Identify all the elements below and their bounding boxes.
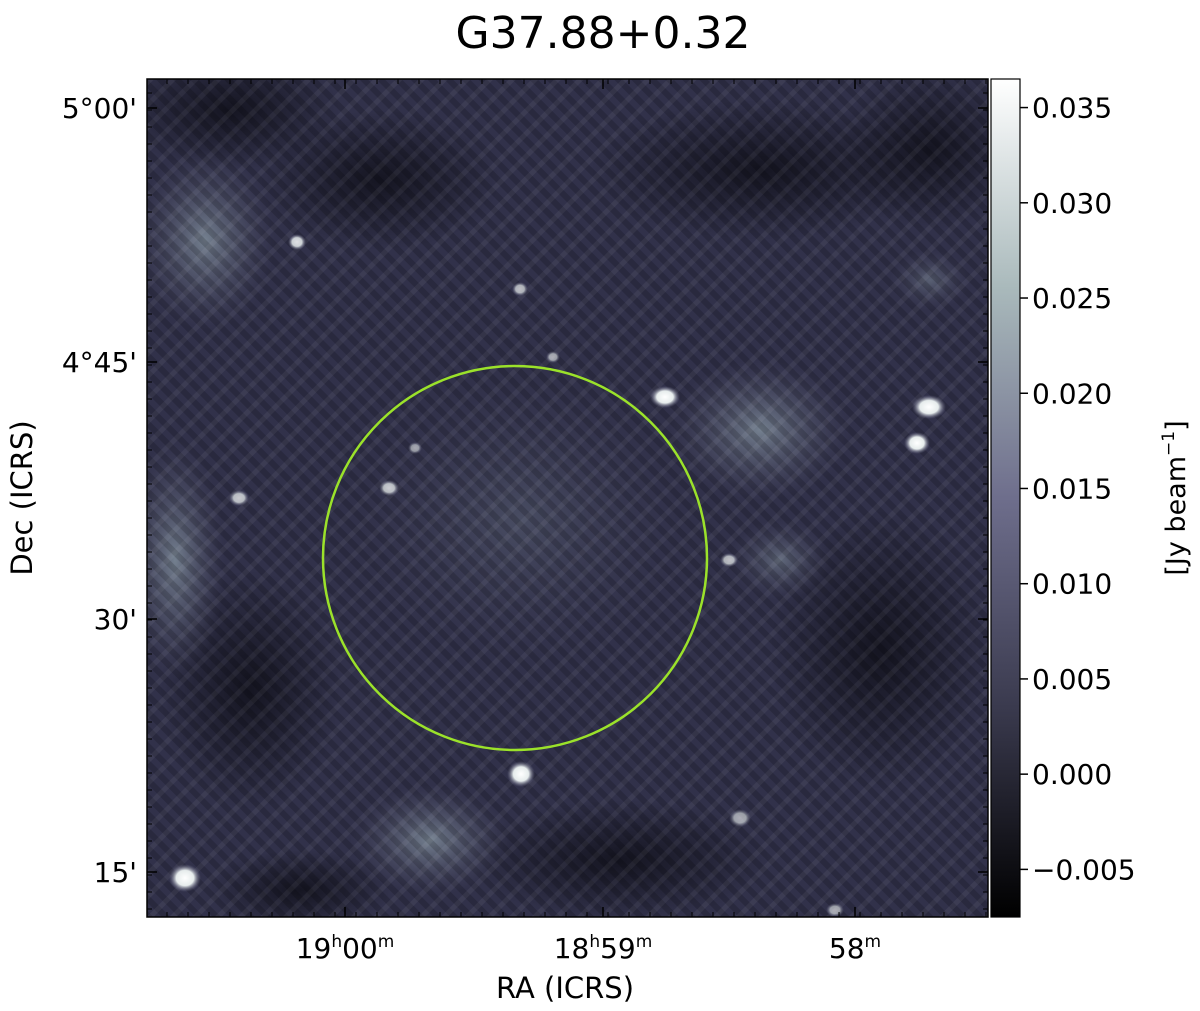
point-source [904,432,930,454]
point-source [720,553,738,567]
colorbar-tick-label: 0.005 [1032,663,1112,696]
x-tick-label-sup: m [378,932,395,952]
colorbar-label-sup: −1 [1159,431,1179,456]
point-source [288,234,306,250]
x-tick-label-main: 19 [296,932,332,965]
point-source [912,395,946,419]
colorbar-tick-label: 0.000 [1032,758,1112,791]
stripe-texture [147,79,988,917]
colorbar-ticks: 0.035 0.030 0.025 0.020 0.015 0.010 0.005 0.000… [1020,92,1136,886]
x-tick-label-main: 18 [554,932,590,965]
y-tick-label: 4°45' [62,346,137,379]
point-source [512,282,528,296]
point-source [408,442,422,454]
y-tick-label: 5°00' [62,92,137,125]
x-axis: 19h00m 18h59m 58m [166,79,987,965]
colorbar-tick-label: 0.010 [1032,568,1112,601]
x-tick-label: 19h00m [296,932,395,965]
colorbar-label: [Jy beam−1] [1159,420,1192,575]
point-source [826,903,844,917]
point-source [729,809,751,827]
x-tick-label-sup: m [865,932,882,952]
y-axis-label: Dec (ICRS) [5,420,39,575]
x-tick-label-sup: h [331,932,342,952]
x-axis-label: RA (ICRS) [496,971,634,1005]
colorbar-tick-label: 0.020 [1032,377,1112,410]
colorbar-label-close: ] [1161,420,1192,431]
x-tick-label-sup: m [636,932,653,952]
x-tick-label-main: 58 [829,932,865,965]
point-source [546,351,560,363]
colorbar [990,78,1021,918]
colorbar-tick-label: −0.005 [1032,853,1136,886]
point-source [229,490,249,506]
point-sources [169,234,946,917]
colorbar-tick-label: 0.015 [1032,472,1112,505]
point-source [507,761,535,787]
colorbar-label-main: [Jy beam [1161,456,1192,576]
x-tick-label-main: 59 [600,932,636,965]
colorbar-tick-label: 0.035 [1032,92,1112,125]
y-axis: 5°00' 4°45' 30' 15' [62,92,988,910]
point-source [379,480,399,496]
x-tick-label: 18h59m [554,932,653,965]
point-source [169,864,201,892]
x-tick-label-main: 00 [342,932,378,965]
image-frame [146,78,989,918]
y-tick-label: 15' [94,856,137,889]
colorbar-tick-label: 0.025 [1032,282,1112,315]
x-tick-label-sup: h [589,932,600,952]
y-tick-label: 30' [94,603,137,636]
region-circle [321,364,709,752]
point-source [650,386,680,408]
colorbar-tick-label: 0.030 [1032,187,1112,220]
sky-image [147,79,988,917]
chart-title: G37.88+0.32 [456,8,751,59]
x-tick-label: 58m [829,932,881,965]
diffuse-emission [147,79,988,917]
